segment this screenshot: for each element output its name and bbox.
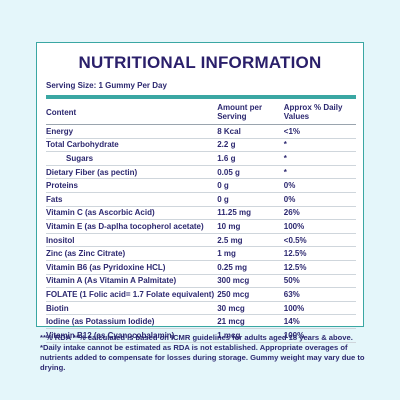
table-row: Zinc (as Zinc Citrate) 1 mg 12.5% (46, 246, 356, 261)
table-cell: 250 mcg (217, 287, 284, 302)
column-header: Approx % Daily Values (283, 100, 356, 125)
table-row: Vitamin B12 (as Cyanocobalamin) 1 mcg 100% (46, 328, 356, 343)
table-row: FOLATE (1 Folic acid= 1.7 Folate equival… (46, 287, 356, 302)
table-row: Vitamin C (as Ascorbic Acid) 11.25 mg 26% (46, 206, 356, 221)
table-cell: 8 Kcal (217, 124, 284, 139)
table-cell: Energy (46, 124, 218, 139)
table-cell: 0 g (217, 178, 284, 193)
table-cell: Vitamin C (as Ascorbic Acid) (46, 206, 218, 221)
title: NUTRITIONAL INFORMATION (78, 53, 322, 72)
table-cell: <1% (283, 124, 356, 139)
table-cell: Total Carbohydrate (46, 138, 218, 153)
column-header: Amount per Serving (217, 100, 284, 125)
table-row: Fats 0 g 0% (46, 192, 356, 207)
table-row: Vitamin B6 (as Pyridoxine HCL) 0.25 mg 12.… (46, 260, 356, 275)
table-cell: 0 g (217, 192, 284, 207)
table-cell: 21 mcg (217, 314, 284, 329)
table-cell: 2.2 g (217, 138, 284, 153)
table-row: Energy 8 Kcal <1% (46, 124, 356, 139)
table-row: Proteins 0 g 0% (46, 178, 356, 193)
table-cell: Proteins (46, 178, 218, 193)
table-cell: * (283, 165, 356, 180)
column-header: Content (46, 100, 218, 125)
table-cell: 10 mg (217, 219, 284, 234)
table-cell: 1 mcg (217, 328, 284, 343)
table-cell: 12.5% (283, 246, 356, 261)
table-cell: Vitamin B6 (as Pyridoxine HCL) (46, 260, 218, 275)
table-cell: 100% (283, 328, 356, 343)
table-cell: Iodine (as Potassium Iodide) (46, 314, 218, 329)
table-row: Inositol 2.5 mg <0.5% (46, 233, 356, 248)
table-row: Vitamin A (As Vitamin A Palmitate) 300 mc… (46, 274, 356, 289)
table-cell: 50% (283, 274, 356, 289)
table-cell: Sugars (46, 151, 218, 166)
table-cell: Vitamin E (as D-aplha tocopherol acetate… (46, 219, 218, 234)
table-cell: Biotin (46, 301, 218, 316)
table-row: Biotin 30 mcg 100% (46, 301, 356, 316)
table-cell: Inositol (46, 233, 218, 248)
table-cell: 0.25 mg (217, 260, 284, 275)
serving-size: Serving Size: 1 Gummy Per Day (46, 81, 167, 90)
table-cell: 1 mg (217, 246, 284, 261)
footnote: **% RDA **% calculated is based on ICMR … (40, 333, 365, 372)
table-header: Content Amount per Serving Approx % Daily … (46, 100, 356, 125)
table-cell: * (283, 138, 356, 153)
table-cell: 2.5 mg (217, 233, 284, 248)
table-cell: 11.25 mg (217, 206, 284, 221)
table-cell: Vitamin A (As Vitamin A Palmitate) (46, 274, 218, 289)
table-cell: 1.6 g (217, 151, 284, 166)
table-cell: Zinc (as Zinc Citrate) (46, 246, 218, 261)
table-row: Dietary Fiber (as pectin) 0.05 g * (46, 165, 356, 180)
table-row: Total Carbohydrate 2.2 g * (46, 138, 356, 153)
table-cell: <0.5% (283, 233, 356, 248)
table-cell: 300 mcg (217, 274, 284, 289)
table-cell: 14% (283, 314, 356, 329)
table-cell: 0.05 g (217, 165, 284, 180)
table-cell: Fats (46, 192, 218, 207)
table-cell: FOLATE (1 Folic acid= 1.7 Folate equival… (46, 287, 218, 302)
table-cell: Dietary Fiber (as pectin) (46, 165, 218, 180)
table-cell: 100% (283, 301, 356, 316)
table-cell: 30 mcg (217, 301, 284, 316)
table-cell: 0% (283, 192, 356, 207)
table-cell: 63% (283, 287, 356, 302)
table-cell: Vitamin B12 (as Cyanocobalamin) (46, 328, 218, 343)
table-cell: 12.5% (283, 260, 356, 275)
table-row: Vitamin E (as D-aplha tocopherol acetate… (46, 219, 356, 234)
table-row: Iodine (as Potassium Iodide) 21 mcg 14% (46, 314, 356, 329)
table-cell: 26% (283, 206, 356, 221)
table-cell: * (283, 151, 356, 166)
table-cell: 0% (283, 178, 356, 193)
table-cell: 100% (283, 219, 356, 234)
table-row: Sugars 1.6 g * (46, 151, 356, 166)
nutrition-table: Content Amount per Serving Approx % Daily … (46, 100, 356, 343)
nutrition-panel: NUTRITIONAL INFORMATION Serving Size: 1 … (36, 42, 364, 343)
divider-bar (46, 95, 356, 99)
